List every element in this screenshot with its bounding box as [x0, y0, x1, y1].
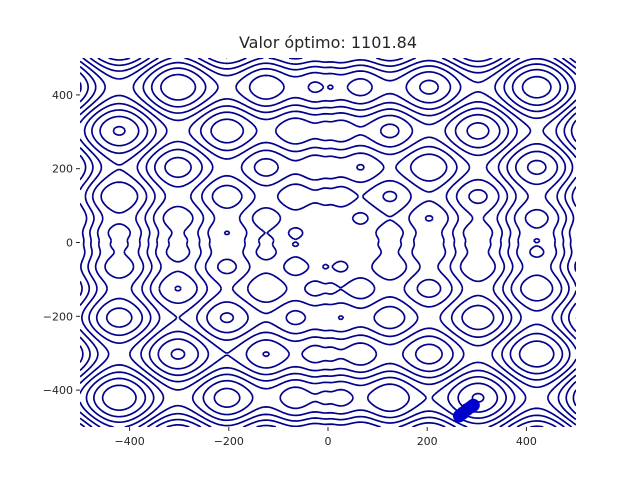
- x-tick-label: 400: [516, 435, 537, 448]
- contour-level-5: [80, 58, 576, 427]
- x-tick-label: 0: [325, 435, 332, 448]
- y-tick-label: 200: [52, 163, 73, 176]
- chart-title: Valor óptimo: 1101.84: [239, 33, 417, 52]
- contour-level-2: [80, 63, 569, 427]
- contour-level-0: [521, 75, 552, 99]
- contour-level-4: [80, 58, 576, 427]
- contour-lines: [80, 58, 576, 427]
- contour-level-1: [80, 68, 562, 427]
- plot-area: [80, 58, 576, 427]
- x-tick-label: −200: [214, 435, 244, 448]
- x-axis: −400 −200 0 200 400: [114, 427, 537, 448]
- y-axis: −400 −200 0 200 400: [43, 89, 80, 397]
- optimization-path: [452, 398, 480, 423]
- x-tick-label: 200: [417, 435, 438, 448]
- y-tick-label: 400: [52, 89, 73, 102]
- path-point-4: [466, 398, 480, 412]
- contour-level-8: [93, 58, 576, 418]
- contour-level-7: [85, 58, 576, 424]
- y-tick-label: −200: [43, 310, 73, 323]
- contour-level-6: [80, 58, 576, 427]
- y-tick-label: −400: [43, 384, 73, 397]
- contour-level-3: [80, 58, 576, 427]
- y-tick-label: 0: [66, 237, 73, 250]
- x-tick-label: −400: [114, 435, 144, 448]
